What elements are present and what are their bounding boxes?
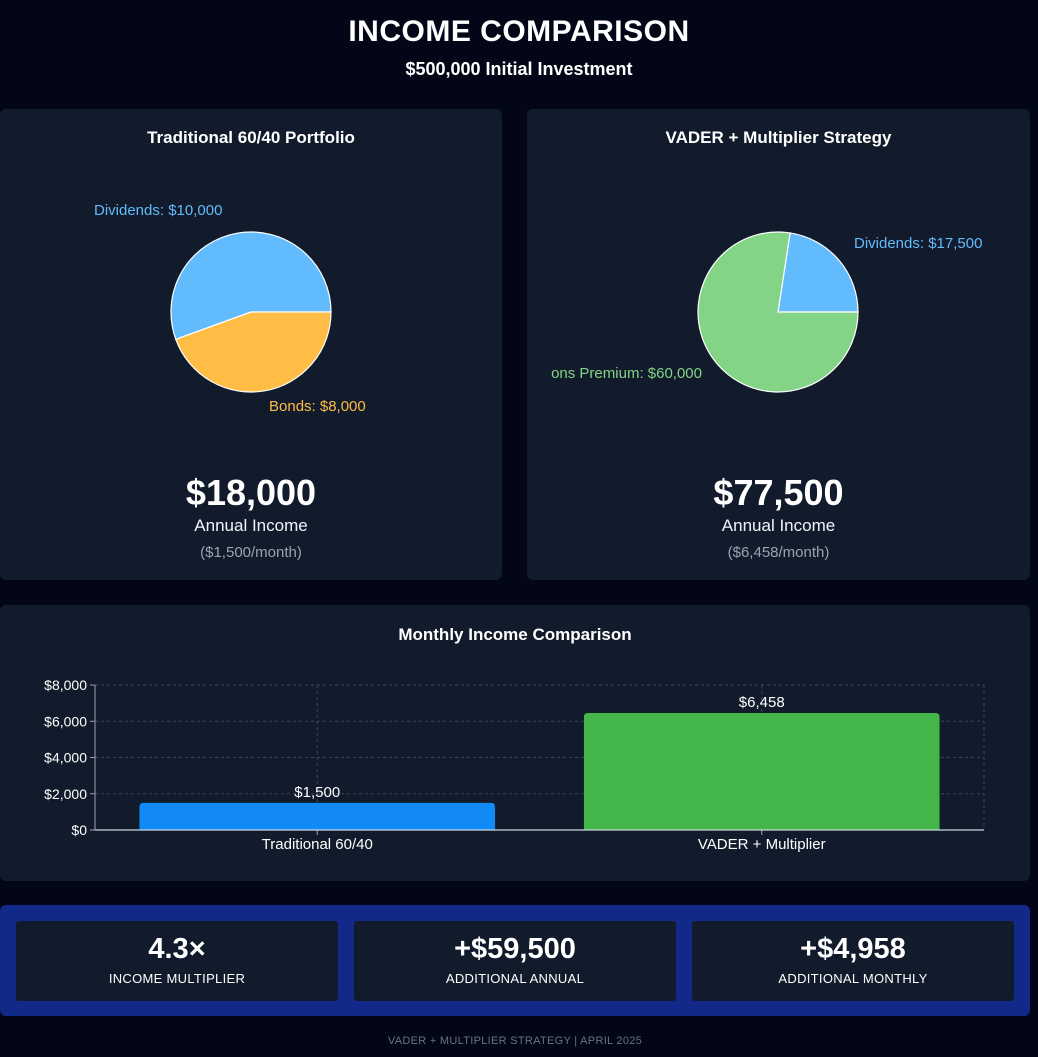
pie-slice (777, 232, 859, 313)
vader-card: VADER + Multiplier Strategy Dividends: $… (527, 109, 1030, 580)
x-tick-label: VADER + Multiplier (698, 836, 826, 853)
traditional-pie-chart: Dividends: $10,000 Bonds: $8,000 (94, 202, 366, 415)
monthly-comparison-card: Monthly Income Comparison $0 $2,000 $4,000… (0, 605, 1030, 881)
monthly-bar-chart: $0 $2,000 $4,000 $6,000 $8,000 $1,500 Traditio… (44, 677, 985, 853)
traditional-card: Traditional 60/40 Portfolio Dividends: $… (0, 109, 502, 580)
pie-slice (697, 231, 859, 393)
footer: VADER + MULTIPLIER STRATEGY | APRIL 2025 (387, 1035, 643, 1047)
vader-card-title: VADER + Multiplier Strategy (665, 128, 892, 147)
y-tick-label: $6,000 (44, 713, 87, 729)
traditional-annual-value: $18,000 (185, 472, 317, 513)
stat-label: ADDITIONAL ANNUAL (445, 971, 585, 986)
bar-value-label: $6,458 (739, 694, 785, 711)
y-tick-label: $8,000 (44, 677, 87, 693)
pie-slice-label: Bonds: $8,000 (269, 398, 366, 415)
page-subtitle: $500,000 Initial Investment (405, 59, 633, 79)
pie-slice-label: ons Premium: $60,000 (551, 365, 702, 382)
stat-additional-annual: +$59,500 ADDITIONAL ANNUAL (354, 921, 676, 1001)
traditional-card-title: Traditional 60/40 Portfolio (147, 128, 355, 147)
pie-slice (170, 231, 332, 341)
bar (139, 802, 496, 830)
stat-income-multiplier: 4.3× INCOME MULTIPLIER (16, 921, 338, 1001)
vader-monthly-label: ($6,458/month) (727, 544, 830, 561)
pie-slice-label: Dividends: $10,000 (94, 202, 222, 219)
stat-additional-monthly: +$4,958 ADDITIONAL MONTHLY (692, 921, 1014, 1001)
stat-value: 4.3× (148, 933, 206, 965)
pie-slice-label: Dividends: $17,500 (854, 235, 982, 252)
stat-value: +$59,500 (454, 933, 576, 965)
page-title: INCOME COMPARISON (348, 15, 690, 48)
summary-strip: 4.3× INCOME MULTIPLIER +$59,500 ADDITION… (0, 905, 1030, 1016)
monthly-comparison-title: Monthly Income Comparison (398, 625, 632, 644)
vader-pie-chart: Dividends: $17,500 ons Premium: $60,000 (551, 231, 982, 393)
header: INCOME COMPARISON $500,000 Initial Inves… (0, 14, 1038, 82)
stat-label: INCOME MULTIPLIER (108, 971, 246, 986)
pie-slice (175, 311, 332, 393)
stat-label: ADDITIONAL MONTHLY (778, 971, 928, 986)
y-tick-label: $0 (71, 822, 87, 838)
vader-annual-value: $77,500 (713, 472, 844, 513)
y-tick-label: $2,000 (44, 786, 87, 802)
bar-value-label: $1,500 (294, 784, 340, 801)
bar (583, 712, 940, 830)
stat-value: +$4,958 (800, 933, 906, 965)
x-tick-label: Traditional 60/40 (262, 836, 373, 853)
traditional-monthly-label: ($1,500/month) (200, 544, 302, 561)
vader-annual-label: Annual Income (721, 516, 836, 535)
traditional-annual-label: Annual Income (194, 516, 308, 535)
y-tick-label: $4,000 (44, 750, 87, 766)
